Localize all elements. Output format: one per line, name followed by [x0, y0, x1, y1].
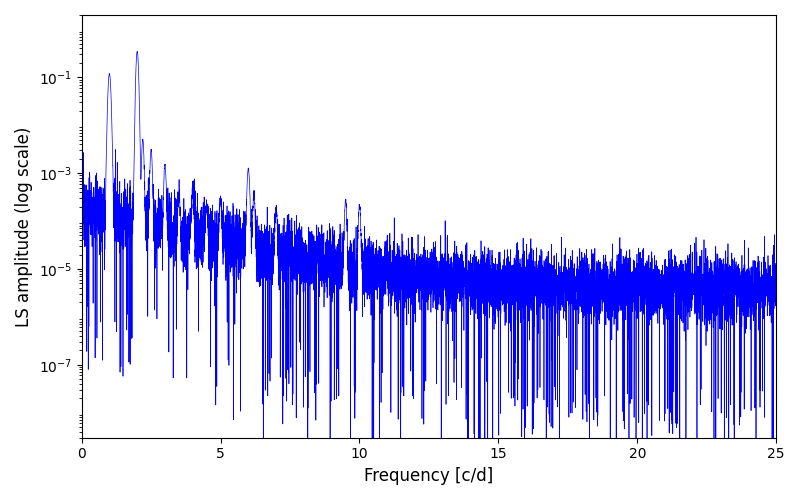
X-axis label: Frequency [c/d]: Frequency [c/d] [364, 467, 494, 485]
Y-axis label: LS amplitude (log scale): LS amplitude (log scale) [15, 126, 33, 326]
